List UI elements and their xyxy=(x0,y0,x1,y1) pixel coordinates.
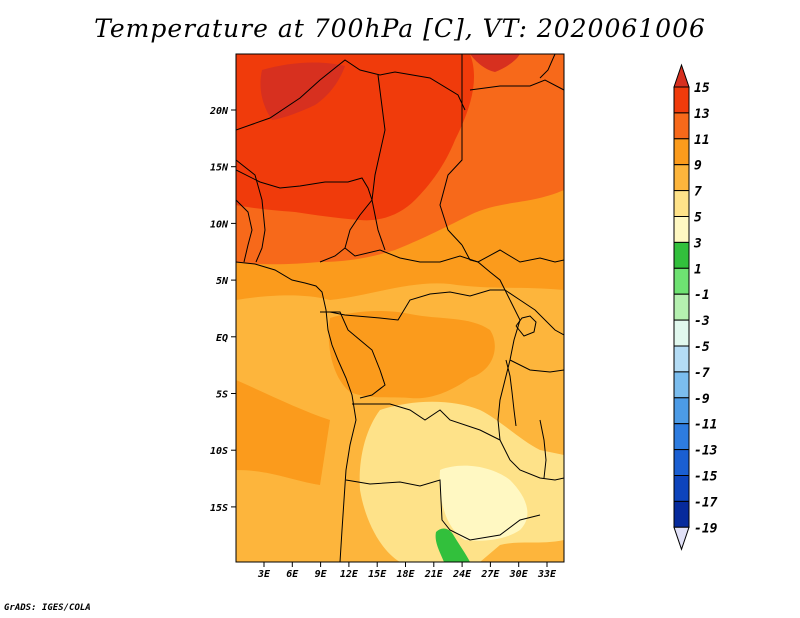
border-cameroon-car xyxy=(344,247,506,291)
lon-label: 18E xyxy=(396,569,415,580)
border-ethiopia-kenya xyxy=(504,289,564,336)
lon-label: 24E xyxy=(452,569,472,580)
colorbar-label: 1 xyxy=(694,262,702,277)
colorbar-bottom-arrow xyxy=(673,526,690,551)
lat-label: 20N xyxy=(209,106,229,117)
lon-label: 30E xyxy=(509,569,529,580)
colorbar-label: 7 xyxy=(694,185,702,200)
lon-label: 9E xyxy=(315,569,328,580)
lon-label: 15E xyxy=(368,569,387,580)
colorbar-label: 3 xyxy=(693,236,702,251)
colorbar-label: -9 xyxy=(694,392,710,407)
border-tanzania xyxy=(509,359,564,373)
border-red-sea-coast xyxy=(539,54,556,79)
colorbar-swatch xyxy=(673,164,690,192)
border-gabon xyxy=(320,311,386,399)
colorbar-label: -15 xyxy=(694,470,718,485)
lon-label: 6E xyxy=(286,569,299,580)
longitude-axis: 3E 6E 9E 12E 15E 18E 21E 24E 27E 30E 33E xyxy=(257,562,557,580)
colorbar-swatch xyxy=(673,216,690,243)
lon-label: 3E xyxy=(257,569,271,580)
border-sahel-mali xyxy=(236,159,266,263)
border-nigeria xyxy=(236,169,373,263)
colorbar-swatch xyxy=(673,241,690,269)
border-egypt-libya xyxy=(439,54,463,246)
colorbar-label: -5 xyxy=(694,340,710,355)
grads-credit: GrADS: IGES/COLA xyxy=(4,603,91,613)
border-angola xyxy=(352,403,501,441)
colorbar-swatch xyxy=(673,449,690,477)
colorbar-swatch xyxy=(673,423,690,451)
colorbar-swatch xyxy=(673,190,690,218)
lat-label: 10S xyxy=(210,446,228,457)
lat-label: 15N xyxy=(210,163,229,174)
lon-label: 12E xyxy=(340,569,359,580)
lat-label: 5N xyxy=(216,276,229,287)
lat-label: 15S xyxy=(210,503,228,514)
colorbar-swatch xyxy=(673,397,690,425)
lat-label: EQ xyxy=(216,333,228,344)
border-drc-north xyxy=(329,289,511,321)
lat-label: 10N xyxy=(210,219,229,230)
lat-label: 5S xyxy=(216,390,228,401)
lon-label: 27E xyxy=(480,569,500,580)
colorbar-swatch xyxy=(673,267,690,295)
border-lake-victoria xyxy=(515,315,537,337)
colorbar-swatch xyxy=(673,138,690,166)
colorbar-swatch xyxy=(673,371,690,399)
colorbar-label: -1 xyxy=(694,288,710,303)
colorbar-label: 13 xyxy=(694,107,710,122)
colorbar-label: -7 xyxy=(694,366,710,381)
border-red-sea xyxy=(469,79,564,91)
coastline-west xyxy=(236,261,357,562)
border-lake-tanganyika xyxy=(505,359,517,427)
border-sudan-south xyxy=(461,244,564,263)
colorbar-label: 5 xyxy=(694,211,702,226)
border-coast-westafrica xyxy=(236,199,253,263)
colorbar-swatch xyxy=(673,319,690,347)
colorbar-label: -17 xyxy=(694,495,718,510)
colorbar: 15 13 11 9 7 5 3 1 -1 -3 -5 -7 -9 -11 -13 -15 -17 -19 xyxy=(673,63,718,551)
colorbar-swatch xyxy=(673,293,690,321)
lon-label: 21E xyxy=(424,569,444,580)
band-9-11-congo xyxy=(328,311,495,399)
border-drc-east xyxy=(497,299,521,441)
colorbar-label: 11 xyxy=(694,133,710,148)
colorbar-label: 15 xyxy=(694,81,710,96)
map-frame xyxy=(235,53,565,563)
colorbar-label: -13 xyxy=(694,444,718,459)
colorbar-label: -19 xyxy=(694,521,718,536)
border-zambia xyxy=(499,439,564,481)
colorbar-label: -11 xyxy=(694,418,717,433)
border-niger-algeria xyxy=(236,59,466,131)
colorbar-swatch xyxy=(673,475,690,502)
chart-title: Temperature at 700hPa [C], VT: 202006100… xyxy=(94,14,706,43)
band-1-3 xyxy=(435,528,470,562)
band-3-5 xyxy=(439,465,528,541)
colorbar-label: 9 xyxy=(694,159,702,174)
colorbar-label: -3 xyxy=(694,314,710,329)
colorbar-top-arrow xyxy=(673,63,690,88)
band-above-15-b xyxy=(470,54,520,72)
border-lake-malawi xyxy=(539,419,547,479)
colorbar-swatch xyxy=(673,500,690,528)
colorbar-swatch xyxy=(673,86,690,114)
colorbar-swatch xyxy=(673,112,690,140)
border-angola-south xyxy=(345,479,541,541)
lon-label: 33E xyxy=(537,569,557,580)
border-chad-sudan xyxy=(371,74,386,251)
colorbar-swatch xyxy=(673,345,690,373)
temperature-field xyxy=(236,54,564,562)
latitude-axis: 20N 15N 10N 5N EQ 5S 10S 15S xyxy=(209,106,236,514)
country-boundaries xyxy=(236,54,564,562)
